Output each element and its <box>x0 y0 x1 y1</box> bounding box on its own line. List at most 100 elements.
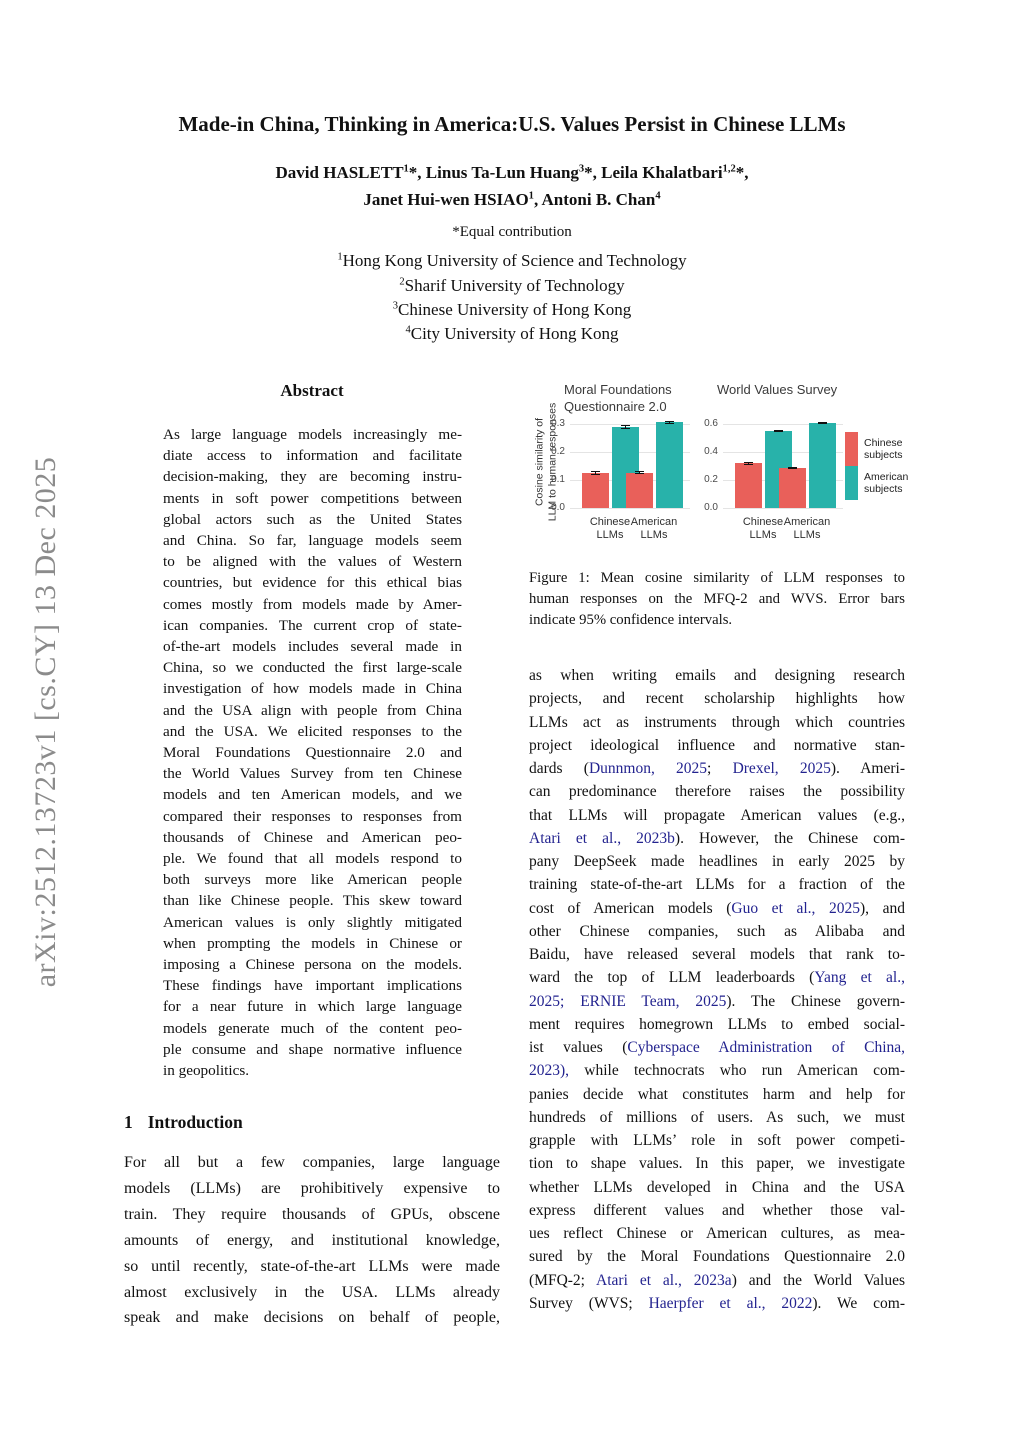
text-line: the World Values Survey from ten Chinese <box>163 765 462 783</box>
text-line: both surveys more like American people <box>163 871 462 889</box>
error-bar <box>817 422 827 424</box>
paper-title: Made-in China, Thinking in America:U.S. … <box>178 112 846 136</box>
text-line: than like Chinese people. This skew towa… <box>163 892 462 910</box>
citation-link[interactable]: Cyberspace Administration of China, <box>627 1039 905 1056</box>
text-line: projects, and recent scholarship highlig… <box>529 690 905 708</box>
error-bar <box>773 430 783 433</box>
text-line: compared their responses to responses fr… <box>163 807 462 825</box>
x-axis-labels: Chinese LLMs American LLMs <box>723 516 843 548</box>
text-line: Baidu, have released several models that… <box>529 946 905 963</box>
plot-area: 0.0 0.2 0.4 0.6 <box>704 416 843 513</box>
legend-label: Chinese subjects <box>864 436 903 462</box>
text-line: 2025; ERNIE Team, 2025). The Chinese gov… <box>529 992 905 1010</box>
legend-entry: Chinese subjects <box>845 432 908 466</box>
text-line: whether LLMs developed in China and the … <box>529 1178 905 1196</box>
bar-chinese-subjects <box>778 468 806 508</box>
section-heading-introduction: 1 Introduction <box>124 1112 500 1133</box>
citation-link[interactable]: Haerpfer et al., 2022 <box>648 1294 813 1312</box>
text-line: countries, but evidence for this ethical… <box>163 574 462 592</box>
text-line: global actors such as the United States <box>163 510 462 528</box>
text-line: hundreds of millions of users. As such, … <box>529 1108 905 1126</box>
text-line: to be aligned with the values of Western <box>163 553 462 571</box>
chart-legend: Chinese subjects American subjects <box>845 432 908 500</box>
legend-entry: American subjects <box>845 466 908 500</box>
error-bar <box>620 425 630 430</box>
gridline <box>570 508 690 509</box>
text-line: diate access to information and facilita… <box>163 447 462 465</box>
y-tick-label: 0.1 <box>551 474 565 486</box>
gridline <box>723 424 843 426</box>
y-tick-label: 0.2 <box>551 446 565 458</box>
x-tick-label: Chinese LLMs <box>742 516 784 541</box>
text-line: models generate much of the content peo- <box>163 1019 462 1037</box>
bar-chinese-subjects <box>625 472 653 508</box>
bar-chinese-subjects <box>734 463 762 508</box>
citation-link[interactable]: Atari et al., 2023a <box>596 1271 732 1289</box>
citation-link[interactable]: 2023), <box>529 1062 570 1080</box>
text-line: pany DeepSeek made headlines in early 20… <box>529 853 905 870</box>
text-line: imposing a Chinese persona on the models… <box>163 956 462 974</box>
text-line: investigation of how models made in Chin… <box>163 680 462 698</box>
plot-area: 0.0 0.1 0.2 0.3 <box>551 416 690 513</box>
citation-link[interactable]: Drexel, 2025 <box>732 760 831 777</box>
x-tick-label: American LLMs <box>630 516 678 541</box>
text-line: ple consume and shape normative influenc… <box>163 1040 462 1058</box>
x-tick-label: Chinese LLMs <box>589 516 631 541</box>
text-line: ist values (Cyberspace Administration of… <box>529 1039 905 1056</box>
chart-title-wvs: World Values Survey <box>717 382 838 397</box>
citation-link[interactable]: ERNIE Team, 2025 <box>580 992 727 1010</box>
text-line: ple. We found that all models respond to <box>163 850 462 868</box>
text-line: ments in soft power competitions between <box>163 489 462 507</box>
gridline <box>723 508 843 509</box>
error-bar <box>664 421 674 424</box>
text-line: sured by the Moral Foundations Questionn… <box>529 1248 905 1266</box>
y-tick-label: 0.0 <box>704 502 718 513</box>
text-line: indicate 95% confidence intervals. <box>529 611 733 628</box>
legend-swatch <box>845 432 858 466</box>
affiliation-1: 1Hong Kong University of Science and Tec… <box>337 251 687 270</box>
error-bar <box>743 462 753 465</box>
text-line: LLMs act as instruments through which co… <box>529 713 905 731</box>
citation-link[interactable]: Atari et al., 2023b <box>529 829 675 847</box>
text-line: training state-of-the-art LLMs for a fra… <box>529 876 905 894</box>
text-line: China, so we conducted the first large-s… <box>163 659 462 677</box>
text-line: ment requires homegrown LLMs to embed so… <box>529 1015 905 1033</box>
affiliation-3: 3Chinese University of Hong Kong <box>392 300 632 319</box>
text-line: as when writing emails and designing res… <box>529 667 905 684</box>
text-line: ward the top of LLM leaderboards (Yang e… <box>529 969 905 987</box>
text-line: models and ten American models, and we <box>163 786 462 804</box>
text-line: These findings have important implicatio… <box>163 977 462 995</box>
text-line: train. They require thousands of GPUs, o… <box>124 1205 500 1223</box>
citation-link[interactable]: Guo et al., 2025 <box>731 899 860 917</box>
right-column-body: as when writing emails and designing res… <box>529 664 905 1315</box>
text-line: dards (Dunnmon, 2025; Drexel, 2025). Ame… <box>529 760 905 777</box>
text-line: Figure 1: Mean cosine similarity of LLM … <box>529 570 905 586</box>
text-line: As large language models increasingly me… <box>163 426 462 443</box>
text-line: American values is only slightly mitigat… <box>163 913 462 931</box>
text-line: (MFQ-2; Atari et al., 2023a) and the Wor… <box>529 1271 905 1289</box>
arxiv-watermark: arXiv:2512.13723v1 [cs.CY] 13 Dec 2025 <box>29 456 62 988</box>
x-axis-labels: Chinese LLMs American LLMs <box>570 516 690 548</box>
text-line: models (LLMs) are prohibitively expensiv… <box>124 1179 500 1197</box>
text-line: that LLMs will propagate American values… <box>529 806 905 824</box>
author-line-2: Janet Hui-wen HSIAO1, Antoni B. Chan4 <box>363 190 661 209</box>
bar-american-subjects <box>655 422 683 508</box>
citation-link[interactable]: Dunnmon, 2025 <box>588 760 708 777</box>
citation-link[interactable]: 2025; <box>529 992 565 1010</box>
text-line: and the USA align with people from China <box>163 701 462 719</box>
author-line-1: David HASLETT1*, Linus Ta-Lun Huang3*, L… <box>275 163 749 182</box>
mfq2-bar-chart: Moral Foundations Questionnaire 2.0 0.0 0… <box>540 376 708 556</box>
y-tick-label: 0.6 <box>704 418 718 430</box>
text-line: Survey (WVS; Haerpfer et al., 2022). We … <box>529 1294 906 1312</box>
text-line: for a near future in which large languag… <box>163 998 462 1016</box>
legend-label: American subjects <box>864 470 909 496</box>
text-line: and the USA. We elicited responses to th… <box>163 722 462 740</box>
text-line: tion to shape values. In this paper, we … <box>529 1155 905 1173</box>
text-line: cost of American models (Guo et al., 202… <box>529 899 905 917</box>
text-line: almost exclusively in the USA. LLMs alre… <box>124 1283 500 1301</box>
bar-chinese-subjects <box>581 473 609 508</box>
text-line: decision-making, they are becoming instr… <box>163 468 462 486</box>
text-line: human responses on the MFQ-2 and WVS. Er… <box>529 590 905 607</box>
citation-link[interactable]: Yang et al., <box>814 969 905 987</box>
